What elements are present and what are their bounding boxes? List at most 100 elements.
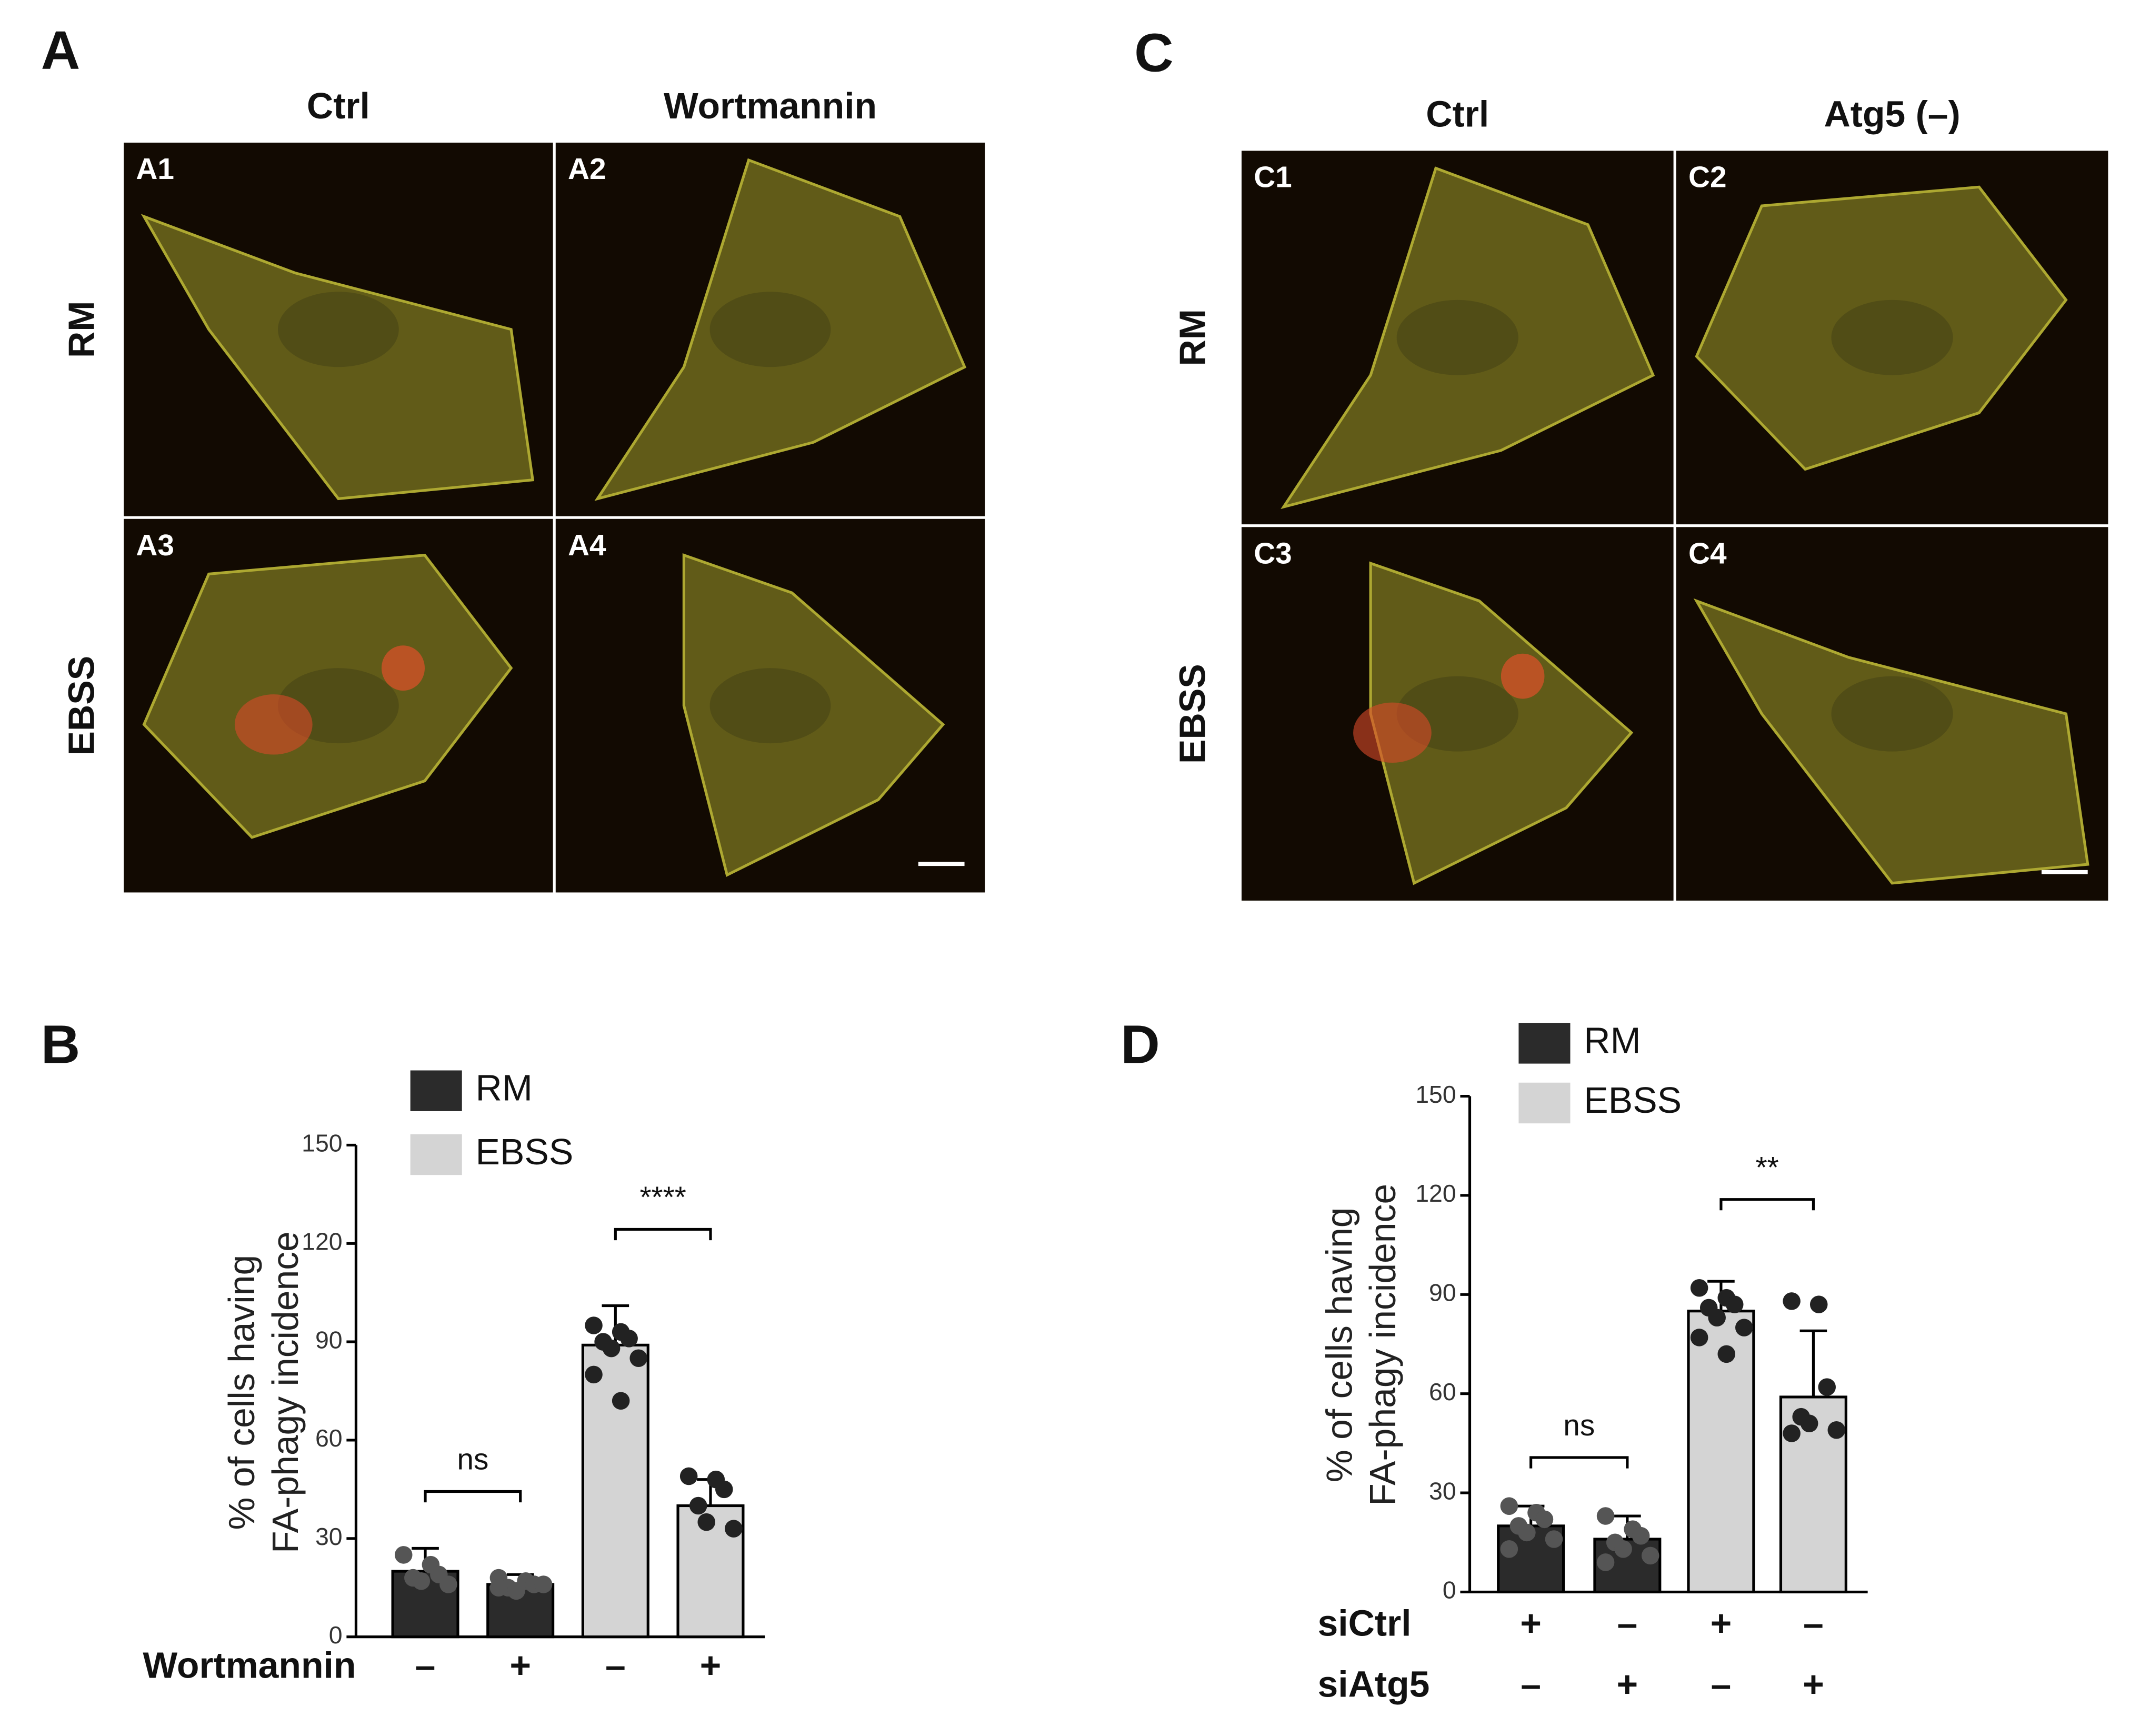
column-header: Wortmannin: [664, 85, 877, 126]
condition-name: siCtrl: [1317, 1602, 1411, 1643]
data-point: [1535, 1510, 1554, 1529]
autophagy-signal: [1353, 702, 1432, 763]
condition-sign: +: [509, 1644, 531, 1685]
condition-sign: +: [1803, 1664, 1824, 1705]
y-axis-label: FA-phagy incidence: [265, 1231, 306, 1553]
significance-bracket: [424, 1490, 522, 1503]
legend-label: EBSS: [476, 1131, 574, 1172]
y-tick-label: 90: [1429, 1279, 1456, 1306]
data-point: [585, 1365, 603, 1384]
data-point: [489, 1579, 508, 1597]
data-point: [1614, 1540, 1632, 1558]
y-tick-label: 60: [315, 1424, 343, 1452]
data-point: [1717, 1345, 1736, 1363]
significance-bracket: [614, 1228, 712, 1241]
data-point: [394, 1546, 413, 1564]
data-point: [1690, 1329, 1708, 1346]
legend-swatch: [1518, 1082, 1571, 1124]
column-header: Ctrl: [307, 85, 370, 126]
significance-label: **: [1756, 1151, 1779, 1184]
y-tick-label: 0: [329, 1621, 343, 1649]
data-point: [697, 1513, 715, 1531]
data-point: [1545, 1530, 1563, 1548]
condition-sign: +: [1617, 1664, 1638, 1705]
y-tick-label: 120: [302, 1228, 342, 1255]
legend-swatch: [410, 1134, 462, 1175]
condition-sign: +: [700, 1644, 722, 1685]
data-point: [1809, 1295, 1828, 1313]
data-point: [1500, 1540, 1518, 1558]
image-label: C4: [1688, 537, 1727, 570]
legend-label: RM: [476, 1067, 533, 1109]
data-point: [1518, 1523, 1536, 1542]
y-tick-label: 0: [1443, 1577, 1456, 1604]
micrograph: A3: [124, 518, 553, 893]
y-axis-label: % of cells having: [1318, 1207, 1359, 1482]
panel-label: C: [1134, 23, 1174, 83]
y-axis-label: FA-phagy incidence: [1362, 1184, 1403, 1506]
data-point: [1783, 1424, 1801, 1442]
row-header: RM: [1172, 309, 1213, 366]
image-label: A1: [136, 153, 174, 186]
data-point: [679, 1467, 698, 1485]
data-point: [689, 1496, 707, 1515]
autophagy-signal: [381, 645, 425, 691]
panel-label: B: [41, 1014, 81, 1074]
y-tick-label: 90: [315, 1326, 343, 1353]
data-point: [1596, 1553, 1615, 1571]
condition-sign: +: [1711, 1602, 1732, 1643]
micrograph: A2: [555, 142, 985, 516]
micrograph: C3: [1241, 527, 1674, 901]
column-header: Atg5 (–): [1824, 93, 1960, 134]
data-point: [1641, 1547, 1659, 1565]
row-header: RM: [61, 301, 102, 358]
y-tick-label: 120: [1415, 1180, 1456, 1207]
nucleus: [277, 292, 399, 367]
data-point: [612, 1392, 630, 1410]
data-point: [602, 1339, 621, 1358]
data-point: [1735, 1319, 1753, 1336]
y-tick-label: 60: [1429, 1378, 1456, 1405]
y-tick-label: 30: [315, 1523, 343, 1550]
nucleus: [709, 668, 831, 744]
data-point: [1783, 1292, 1801, 1310]
bar: [581, 1343, 649, 1639]
data-point: [1632, 1527, 1650, 1545]
data-point: [534, 1575, 553, 1593]
data-point: [1690, 1279, 1708, 1297]
y-tick-label: 30: [1429, 1477, 1456, 1504]
micrograph: A1: [124, 142, 553, 516]
significance-label: ****: [639, 1181, 686, 1214]
panel-label: A: [41, 19, 81, 80]
autophagy-signal: [1501, 653, 1545, 699]
data-point: [1500, 1497, 1518, 1515]
micrograph: A4: [555, 518, 985, 893]
significance-label: ns: [1563, 1409, 1595, 1442]
y-axis-label: % of cells having: [221, 1255, 262, 1530]
image-label: C3: [1254, 537, 1292, 570]
y-tick-label: 150: [1415, 1081, 1456, 1108]
data-point: [1818, 1378, 1836, 1396]
nucleus: [1396, 300, 1518, 375]
image-label: A2: [568, 153, 606, 186]
nucleus: [1831, 300, 1953, 375]
condition-sign: –: [1711, 1664, 1732, 1705]
panel-label: D: [1121, 1014, 1160, 1074]
condition-sign: –: [1803, 1602, 1824, 1643]
data-point: [1800, 1414, 1818, 1432]
legend-label: RM: [1584, 1020, 1641, 1061]
legend-label: EBSS: [1584, 1080, 1682, 1121]
data-point: [412, 1572, 431, 1590]
autophagy-signal: [234, 694, 313, 755]
data-point: [725, 1520, 743, 1538]
condition-sign: +: [1520, 1602, 1542, 1643]
row-header: EBSS: [61, 656, 102, 756]
significance-label: ns: [457, 1443, 488, 1476]
micrograph: C2: [1676, 151, 2108, 525]
micrograph: C4: [1676, 527, 2108, 901]
image-label: A3: [136, 529, 174, 562]
image-label: A4: [568, 529, 606, 562]
data-point: [629, 1349, 647, 1368]
